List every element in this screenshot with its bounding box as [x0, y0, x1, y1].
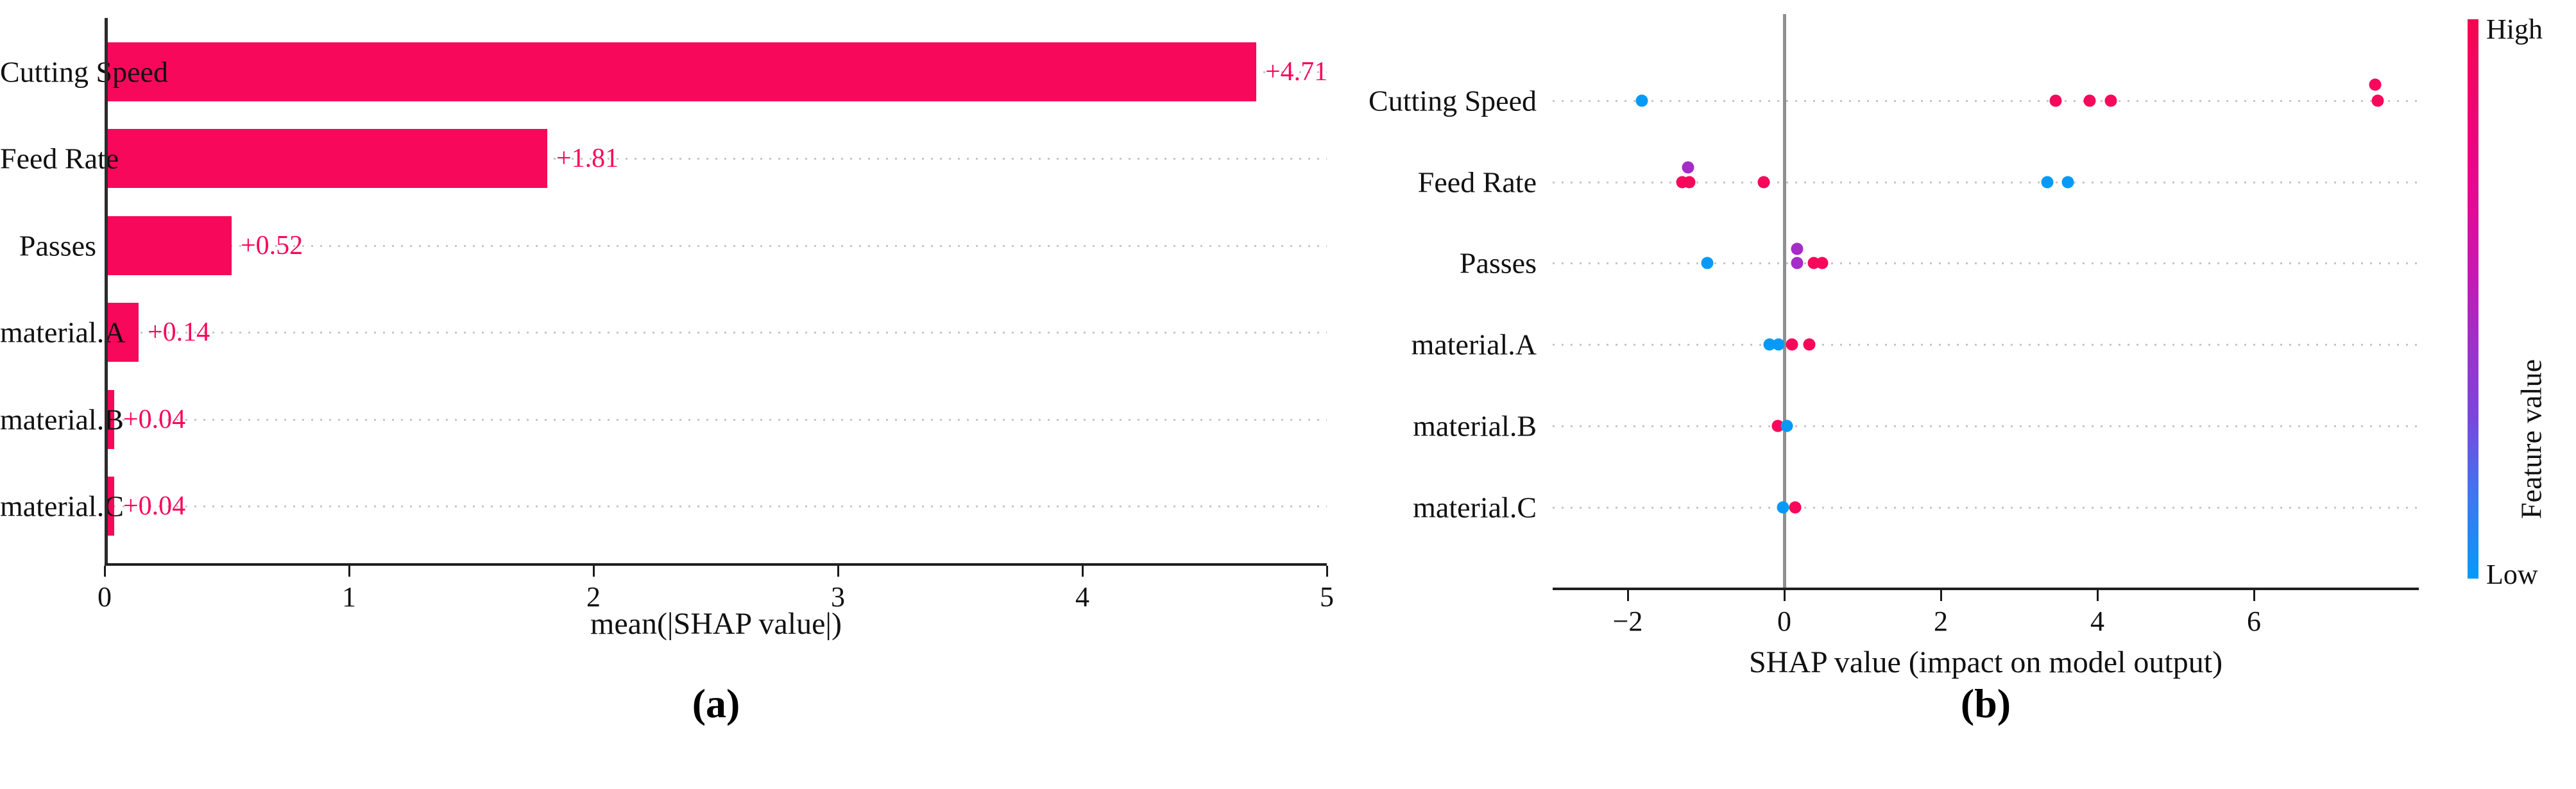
x-tick-mark	[2253, 590, 2255, 601]
panel-b-x-axis-title: SHAP value (impact on model output)	[1748, 645, 2223, 679]
mean-shap-bar	[105, 42, 1256, 101]
shap-point	[1683, 176, 1696, 189]
x-tick-mark	[2097, 590, 2099, 601]
colorbar-axis-title: Feature value	[2514, 359, 2548, 520]
shap-point	[1763, 338, 1776, 351]
shap-point	[1772, 338, 1785, 351]
feature-label: Passes	[1459, 246, 1537, 280]
shap-point	[2061, 176, 2074, 189]
panel-b-tag: (b)	[1960, 681, 2011, 726]
gridline-row	[105, 158, 1327, 160]
x-tick-label: 2	[586, 581, 601, 613]
gridline-row	[1553, 425, 2419, 427]
feature-label: material.B	[0, 403, 124, 436]
feature-label: material.C	[0, 489, 124, 523]
panel-a-y-axis-spine	[105, 18, 108, 566]
x-tick-label: 0	[1777, 606, 1791, 637]
feature-label: material.C	[1413, 491, 1537, 524]
panel-a-tag: (a)	[692, 681, 740, 726]
x-tick-mark	[1082, 566, 1084, 577]
x-tick-label: 0	[98, 581, 112, 613]
gridline-row	[1553, 507, 2419, 509]
x-tick-mark	[837, 566, 839, 577]
x-tick-mark	[593, 566, 595, 577]
x-tick-mark	[1627, 590, 1629, 601]
feature-value-colorbar	[2468, 19, 2478, 579]
colorbar-low-label: Low	[2486, 559, 2538, 590]
x-tick-label: −2	[1612, 606, 1643, 637]
mean-shap-bar	[105, 129, 547, 188]
bar-value-label: +4.71	[1265, 57, 1328, 87]
gridline-row	[1553, 100, 2419, 102]
x-tick-mark	[1326, 566, 1328, 577]
x-tick-mark	[1784, 590, 1786, 601]
x-tick-label: 3	[831, 581, 845, 613]
shap-point	[1701, 257, 1714, 269]
shap-point	[2371, 94, 2384, 107]
bar-value-label: +0.04	[123, 405, 186, 434]
shap-point	[2041, 176, 2054, 189]
gridline-row	[105, 245, 1327, 247]
bar-value-label: +0.52	[241, 231, 303, 260]
shap-point	[1791, 257, 1804, 269]
shap-point	[1757, 176, 1770, 189]
panel-a-x-axis-spine	[105, 563, 1327, 566]
shap-point	[2369, 78, 2382, 91]
panel-a-x-axis-title: mean(|SHAP value|)	[590, 607, 842, 641]
feature-label: Cutting Speed	[0, 55, 168, 89]
feature-label: Feed Rate	[1417, 165, 1537, 199]
shap-point	[2083, 94, 2096, 107]
x-tick-label: 2	[1934, 606, 1948, 637]
gridline-row	[105, 419, 1327, 421]
panel-a-bar-chart: +4.71 +1.81 +0.52 +0.14 +0.04 +0.04 Cutting S…	[0, 18, 1334, 726]
gridline-row	[1553, 344, 2419, 346]
shap-point	[1780, 420, 1793, 432]
x-tick-label: 6	[2247, 606, 2261, 637]
x-tick-label: 4	[2090, 606, 2104, 637]
gridline-row	[1553, 182, 2419, 183]
shap-point	[1789, 501, 1802, 514]
x-tick-label: 1	[342, 581, 356, 613]
mean-shap-bar	[105, 216, 232, 275]
panel-b-beeswarm-chart: Cutting Speed Feed Rate Passes material.A ma…	[1347, 0, 2576, 789]
gridline-row	[105, 505, 1327, 507]
bar-value-label: +0.04	[123, 491, 186, 521]
feature-label: Cutting Speed	[1369, 84, 1537, 117]
colorbar-high-label: High	[2486, 13, 2543, 45]
shap-point	[1682, 161, 1694, 174]
feature-label: material.B	[1413, 409, 1537, 443]
feature-label: material.A	[0, 316, 126, 349]
shap-point	[1791, 242, 1804, 255]
feature-label: Passes	[19, 229, 96, 262]
shap-point	[1786, 338, 1798, 351]
gridline-row	[105, 332, 1327, 334]
shap-point	[1777, 501, 1789, 514]
feature-label: material.A	[1411, 328, 1537, 361]
panel-b-x-axis-spine	[1553, 588, 2419, 590]
feature-label: Feed Rate	[0, 142, 119, 175]
bar-value-label: +0.14	[148, 318, 210, 347]
x-tick-mark	[1940, 590, 1942, 601]
x-tick-label: 5	[1320, 581, 1334, 613]
shap-point	[2049, 94, 2062, 107]
shap-point	[1816, 257, 1829, 269]
gridline-row	[1553, 262, 2419, 264]
x-tick-label: 4	[1075, 581, 1089, 613]
x-tick-mark	[104, 566, 106, 577]
shap-point	[2104, 94, 2117, 107]
bar-value-label: +1.81	[556, 144, 619, 173]
shap-point	[1803, 338, 1816, 351]
shap-point	[1635, 94, 1648, 107]
panel-b-zero-line	[1783, 14, 1786, 588]
x-tick-mark	[348, 566, 350, 577]
mean-shap-bar	[105, 303, 139, 362]
